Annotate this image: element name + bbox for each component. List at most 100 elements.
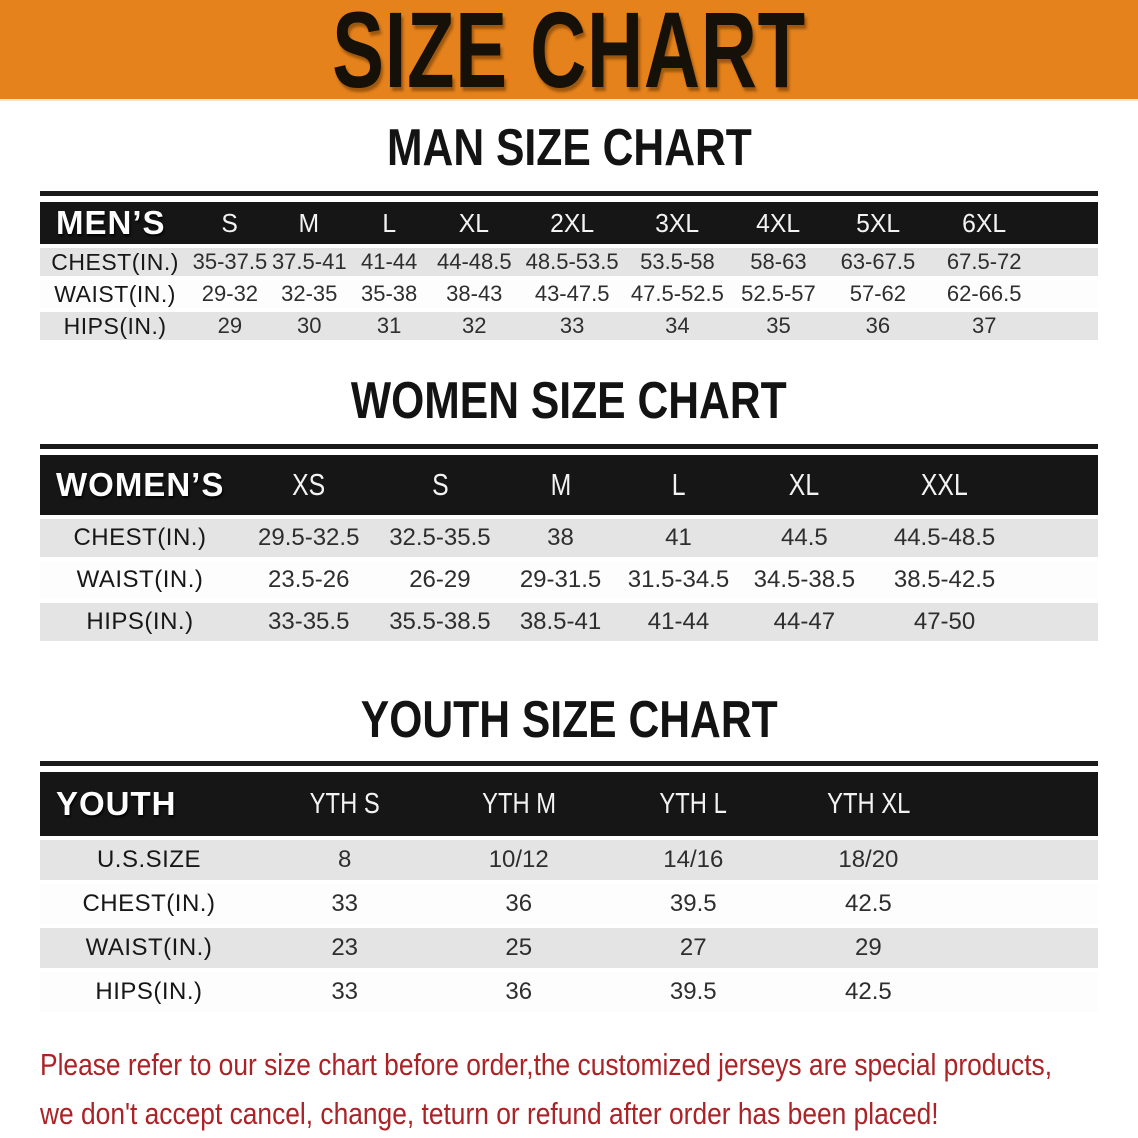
table-cell: 41-44: [647, 608, 710, 635]
row-spacer: [1040, 312, 1098, 340]
table-cell: 14/16: [663, 846, 724, 873]
table-cell: 44.5: [781, 524, 828, 551]
table-cell: 39.5: [669, 890, 717, 917]
table-cell: 53.5-58: [640, 249, 715, 274]
table-body: CHEST(IN.) 35-37.5 37.5-41 41-44 44-48.5 48.5…: [40, 248, 1098, 340]
youth-table: YOUTH YTH S YTH M YTH L YTH XL U.S.SIZE 8 10/12…: [40, 768, 1098, 1016]
table-row: WAIST(IN.) 23 25 27 29: [40, 928, 1098, 968]
row-spacer: [956, 928, 1098, 968]
table-header-row: MEN’S S M L XL 2XL 3XL 4XL 5XL 6XL: [40, 202, 1098, 244]
row-label: U.S.SIZE: [96, 846, 201, 873]
table-cell: 33: [331, 978, 359, 1005]
table-cell: 26-29: [409, 566, 471, 593]
table-cell: 38-43: [446, 281, 503, 306]
men-table: MEN’S S M L XL 2XL 3XL 4XL 5XL 6XL CHEST(IN.) 35-37…: [40, 198, 1098, 344]
size-column-label: S: [431, 467, 449, 502]
table-cell: 62-66.5: [946, 281, 1022, 306]
size-column-label: XXL: [921, 467, 968, 502]
table-row: WAIST(IN.) 23.5-26 26-29 29-31.5 31.5-34.5 34…: [40, 561, 1098, 599]
section-heading: MAN SIZE CHART: [386, 119, 752, 177]
size-column-header: YTH M: [431, 772, 606, 836]
size-column-header: S: [377, 455, 503, 515]
table-cell: 30: [297, 313, 322, 338]
banner-title: SIZE CHART: [332, 0, 806, 110]
size-column-label: L: [671, 467, 686, 502]
table-cell: 33: [331, 890, 359, 917]
table-cell: 47-50: [913, 608, 976, 635]
size-column-label: S: [221, 207, 239, 238]
size-column-label: YTH L: [659, 787, 727, 820]
table-header: MEN’S S M L XL 2XL 3XL 4XL 5XL 6XL: [40, 202, 1098, 244]
header-spacer: [956, 772, 1098, 836]
size-column-header: 4XL: [729, 202, 828, 244]
size-column-header: 3XL: [625, 202, 730, 244]
size-column-header: YTH XL: [780, 772, 957, 836]
table-cell: 35: [766, 313, 791, 338]
size-column-label: 6XL: [962, 207, 1007, 238]
row-spacer: [1019, 519, 1098, 557]
table-cell: 67.5-72: [946, 249, 1022, 274]
row-label: WAIST(IN.): [85, 934, 213, 961]
section-heading: YOUTH SIZE CHART: [360, 691, 778, 749]
row-spacer: [1019, 561, 1098, 599]
table-cell: 8: [338, 846, 352, 873]
table-cell: 32: [462, 313, 487, 338]
row-label: CHEST(IN.): [73, 524, 207, 551]
table-cell: 36: [505, 978, 533, 1005]
table-cell: 35.5-38.5: [389, 608, 491, 635]
size-column-label: XS: [292, 467, 326, 502]
size-column-header: M: [269, 202, 349, 244]
table-cell: 33: [559, 313, 585, 338]
table-header: WOMEN’S XS S M L XL XXL: [40, 455, 1098, 515]
header-spacer: [1018, 455, 1098, 515]
size-chart-banner: SIZE CHART: [0, 0, 1138, 110]
size-column-label: YTH M: [481, 787, 556, 820]
table-cell: 29: [855, 934, 882, 961]
row-label: HIPS(IN.): [63, 312, 167, 339]
row-spacer: [1040, 248, 1098, 276]
table-top-rule: [40, 761, 1098, 766]
table-cell: 44-48.5: [436, 249, 512, 274]
table-cell: 37: [971, 313, 997, 338]
size-column-label: XL: [459, 207, 490, 238]
table-top-rule: [40, 444, 1098, 449]
size-column-header: M: [502, 455, 619, 515]
table-cell: 42.5: [845, 890, 892, 917]
header-spacer: [1039, 202, 1098, 244]
disclaimer: Please refer to our size chart before or…: [40, 1040, 1138, 1138]
table-cell: 29: [217, 313, 243, 338]
row-label: CHEST(IN.): [51, 248, 179, 275]
table-cell: 27: [679, 934, 707, 961]
table-top-rule: [40, 191, 1098, 196]
table-cell: 37.5-41: [271, 249, 347, 274]
table-cell: 38.5-41: [519, 608, 602, 635]
row-spacer: [1019, 603, 1098, 641]
size-column-header: S: [190, 202, 270, 244]
row-label: WAIST(IN.): [76, 566, 204, 593]
table-cell: 25: [505, 934, 533, 961]
men-size-table: MEN’S S M L XL 2XL 3XL 4XL 5XL 6XL CHEST(IN.) 35-37…: [40, 191, 1098, 344]
table-cell: 58-63: [750, 249, 807, 274]
table-row: CHEST(IN.) 29.5-32.5 32.5-35.5 38 41 44.5 44.5…: [40, 519, 1098, 557]
table-cell: 52.5-57: [741, 281, 816, 306]
size-column-header: 5XL: [827, 202, 929, 244]
table-header-row: WOMEN’S XS S M L XL XXL: [40, 455, 1098, 515]
group-label: YOUTH: [40, 772, 258, 836]
table-cell: 33-35.5: [268, 608, 350, 635]
table-cell: 31: [376, 313, 402, 338]
section-heading: WOMEN SIZE CHART: [351, 372, 787, 430]
size-column-header: YTH L: [606, 772, 781, 836]
size-column-label: 3XL: [655, 207, 700, 238]
table-cell: 44-47: [773, 608, 836, 635]
size-column-label: M: [298, 207, 320, 238]
size-column-header: L: [348, 202, 430, 244]
table-cell: 23.5-26: [268, 566, 350, 593]
table-cell: 34: [665, 313, 690, 338]
size-column-label: 2XL: [550, 207, 595, 238]
table-cell: 29-31.5: [519, 566, 602, 593]
youth-size-table: YOUTH YTH S YTH M YTH L YTH XL U.S.SIZE 8 10/12…: [40, 761, 1098, 1016]
table-cell: 38.5-42.5: [893, 566, 996, 593]
group-label: WOMEN’S: [40, 455, 240, 515]
table-cell: 63-67.5: [840, 249, 916, 274]
group-label: MEN’S: [40, 202, 191, 244]
